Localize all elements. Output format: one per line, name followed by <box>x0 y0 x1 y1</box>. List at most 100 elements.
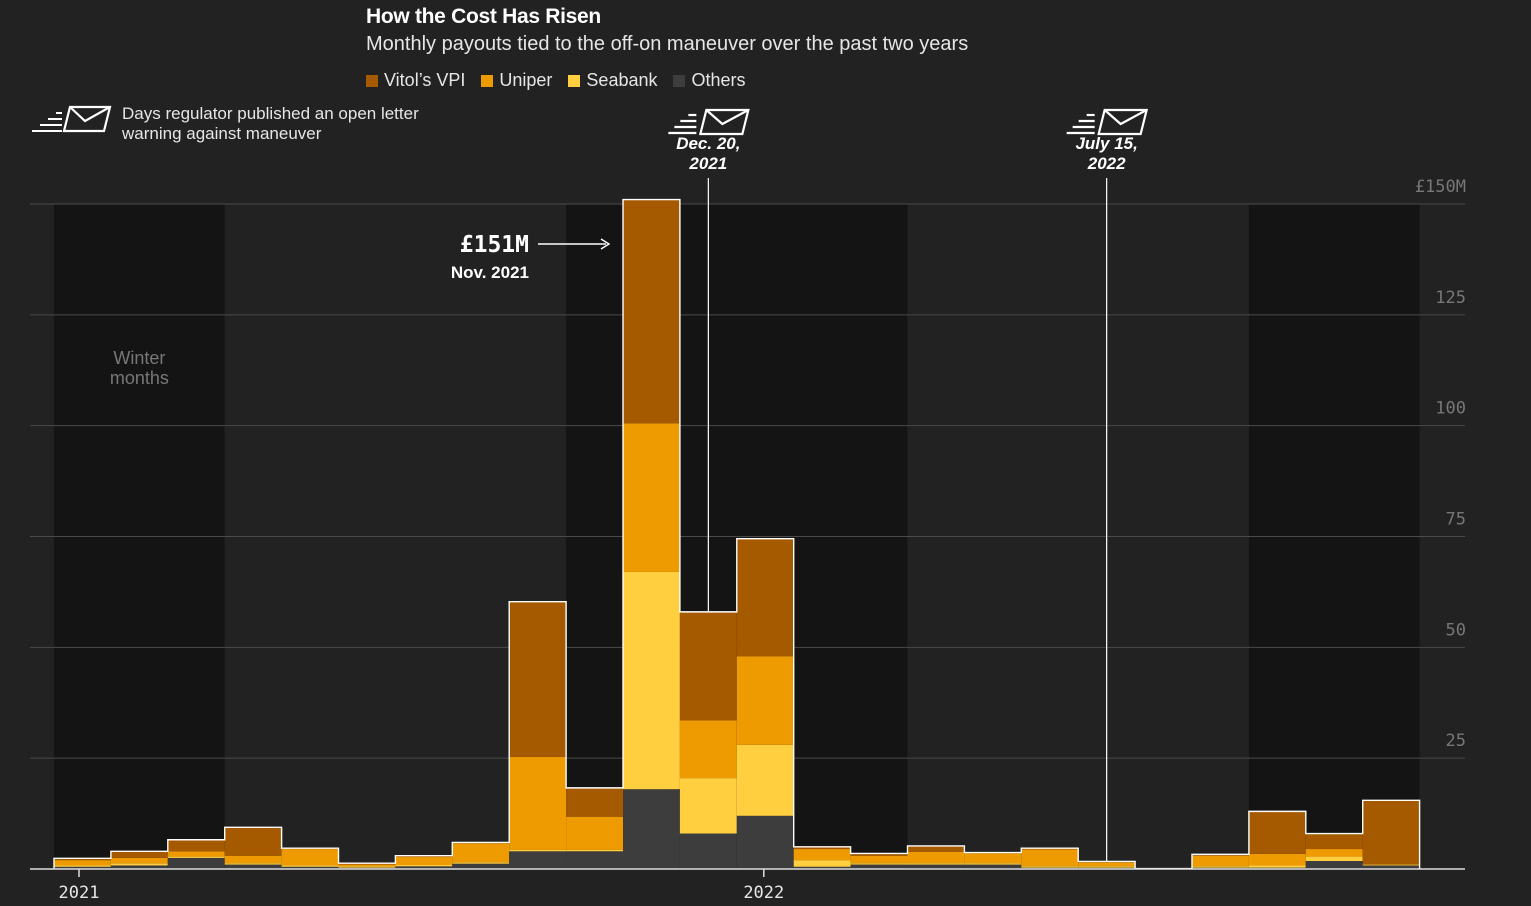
bar-segment <box>1362 865 1420 869</box>
bar-segment <box>167 856 225 858</box>
bar-segment <box>224 827 282 856</box>
bar-segment <box>679 833 737 869</box>
bar-segment <box>793 860 851 867</box>
bar-segment <box>1248 865 1306 868</box>
envelope-letter-icon <box>1066 108 1149 136</box>
bar-segment <box>1305 833 1363 850</box>
bar-segment <box>623 199 680 424</box>
x-tick-label: 2022 <box>743 883 784 903</box>
bar-segment <box>281 849 339 866</box>
bar-segment <box>1192 866 1249 868</box>
bar-segment <box>1078 866 1136 868</box>
bar-segment <box>54 865 111 867</box>
winter-label: Winter <box>113 348 165 368</box>
bar-segment <box>54 866 111 869</box>
y-tick-label: 125 <box>1435 288 1466 308</box>
event-label: 2022 <box>1087 154 1126 173</box>
bar-segment <box>110 865 168 869</box>
bar-segment <box>509 851 567 869</box>
legend-label-seabank: Seabank <box>586 70 658 90</box>
winter-label: months <box>110 368 169 388</box>
chart-title: How the Cost Has Risen <box>366 5 601 28</box>
peak-arrow-head <box>600 238 611 250</box>
bar-segment <box>736 538 794 657</box>
bar-segment <box>224 864 282 869</box>
legend-swatch-others <box>673 74 686 87</box>
bar-segment <box>1248 853 1306 866</box>
bar-segment <box>452 863 510 869</box>
legend-item-others: Others <box>673 70 746 91</box>
bar-segment <box>566 851 623 869</box>
legend-item-uniper: Uniper <box>481 70 552 91</box>
envelope-letter-icon <box>668 108 750 136</box>
bar-segment <box>1305 849 1363 857</box>
bar-segment <box>907 863 965 865</box>
bar-segment <box>452 862 510 864</box>
bar-segment <box>907 845 965 852</box>
bar-segment <box>224 863 282 865</box>
y-tick-label: 75 <box>1446 510 1466 530</box>
bar-segment <box>623 571 680 790</box>
bar-segment <box>395 865 453 867</box>
bar-segment <box>566 816 623 850</box>
bar-segment <box>167 851 225 857</box>
legend-label-vitol: Vitol’s VPI <box>384 70 466 90</box>
x-tick-label: 2021 <box>59 883 100 903</box>
bar-segment <box>1192 855 1249 867</box>
bar-segment <box>679 720 737 779</box>
bar-segment <box>964 864 1022 869</box>
bar-segment <box>850 863 908 865</box>
bar-segment <box>793 846 851 850</box>
bar-segment <box>281 865 339 867</box>
bar-segment <box>452 843 510 863</box>
y-tick-label: 100 <box>1435 399 1466 419</box>
event-label: Dec. 20, <box>676 134 740 153</box>
bar-segment <box>623 423 680 572</box>
bar-segment <box>338 866 396 868</box>
bar-segment <box>679 778 737 834</box>
bar-segment <box>679 611 737 721</box>
bar-segment <box>167 839 225 852</box>
bar-segment <box>1248 811 1306 854</box>
bar-segment <box>850 853 908 856</box>
y-tick-label: £150M <box>1415 177 1466 197</box>
bar-outline <box>53 198 1421 870</box>
legend: Vitol’s VPI Uniper Seabank Others <box>366 70 746 91</box>
letter-note: Days regulator published an open letter … <box>32 104 462 144</box>
bar-segment <box>54 860 111 866</box>
legend-label-others: Others <box>691 70 746 90</box>
bar-segment <box>395 857 453 866</box>
bar-segment <box>1078 862 1136 867</box>
bar-segment <box>110 857 168 864</box>
bar-segment <box>623 789 680 869</box>
bar-segment <box>736 815 794 869</box>
legend-label-uniper: Uniper <box>499 70 553 90</box>
legend-swatch-vitol <box>366 74 378 87</box>
letter-note-text: Days regulator published an open letter … <box>122 104 419 143</box>
bar-segment <box>736 656 794 745</box>
bar-segment <box>907 851 965 864</box>
legend-swatch-uniper <box>481 74 494 87</box>
legend-swatch-seabank <box>568 74 581 87</box>
envelope-letter-icon <box>32 105 112 133</box>
chart-subtitle: Monthly payouts tied to the off-on maneu… <box>366 33 969 55</box>
bar-segment <box>395 866 453 869</box>
bar-segment <box>509 756 567 850</box>
bar-segment <box>964 863 1022 865</box>
peak-value-label: £151M <box>460 232 529 258</box>
bar-segment <box>907 864 965 869</box>
bar-segment <box>566 849 623 852</box>
envelope-stroke <box>1103 109 1148 126</box>
bar-segment <box>793 849 851 861</box>
bar-segment <box>850 864 908 869</box>
bar-segment <box>509 601 567 757</box>
bar-segment <box>566 787 623 817</box>
bar-segment <box>964 853 1022 864</box>
bar-segment <box>1305 856 1363 862</box>
envelope-stroke <box>1097 108 1149 136</box>
bar-segment <box>110 851 168 858</box>
bar-segment <box>793 866 851 869</box>
legend-item-seabank: Seabank <box>568 70 657 91</box>
envelope-stroke <box>705 109 749 126</box>
